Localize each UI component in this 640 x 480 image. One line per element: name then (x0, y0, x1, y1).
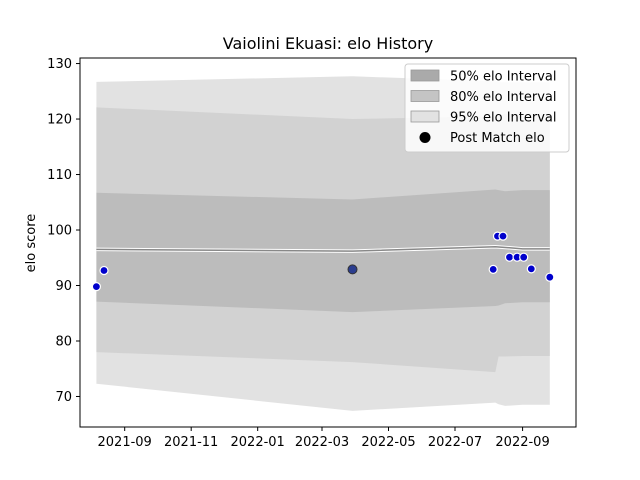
legend-swatch (410, 69, 440, 82)
interval-bands (96, 76, 550, 411)
x-tick-label: 2021-09 (98, 435, 152, 450)
y-tick-label: 110 (47, 168, 72, 183)
legend-swatch (410, 90, 440, 102)
y-tick-label: 70 (55, 390, 72, 405)
y-tick-label: 90 (55, 279, 72, 294)
legend-swatch (410, 110, 440, 123)
x-tick-label: 2022-09 (495, 435, 549, 450)
legend-label: 50% elo Interval (450, 70, 557, 85)
legend-label: 80% elo Interval (450, 90, 557, 105)
mean-line-path (96, 245, 550, 252)
x-tick-label: 2022-05 (361, 435, 415, 450)
post-match-points (91, 231, 555, 292)
y-axis-label: elo score (24, 214, 39, 273)
x-tick-label: 2021-11 (164, 435, 218, 450)
x-tick-label: 2022-07 (428, 435, 482, 450)
mean-line (96, 244, 550, 253)
y-tick-label: 120 (47, 113, 72, 128)
plot-axes (79, 57, 577, 428)
axes-frame (79, 57, 577, 428)
legend-label: 95% elo Interval (450, 111, 557, 126)
chart-title: Vaiolini Ekuasi: elo History (223, 34, 433, 53)
legend-label: Post Match elo (450, 131, 545, 146)
data-point-6 (498, 231, 508, 241)
data-point-11 (545, 272, 555, 282)
data-point-2 (99, 265, 109, 276)
data-point-4 (488, 264, 498, 274)
x-axis-ticks: 2021-09 2021-11 2022-01 2022-03 2022-05 2022-… (98, 427, 550, 450)
data-point-9 (519, 252, 529, 262)
x-tick-label: 2022-01 (231, 435, 285, 450)
y-tick-label: 80 (55, 334, 72, 349)
data-point-10 (526, 264, 536, 274)
y-tick-label: 130 (47, 57, 72, 72)
data-point-3 (347, 264, 358, 275)
data-point-1 (91, 282, 102, 292)
y-tick-label: 100 (47, 224, 72, 239)
x-tick-label: 2022-03 (295, 435, 349, 450)
legend-box (404, 63, 570, 153)
legend-marker (419, 132, 431, 143)
y-axis-ticks: 70 80 90 100 110 120 130 (47, 57, 80, 405)
legend: 50% elo Interval 80% elo Interval 95% elo … (404, 63, 570, 153)
data-point-7 (504, 252, 515, 262)
